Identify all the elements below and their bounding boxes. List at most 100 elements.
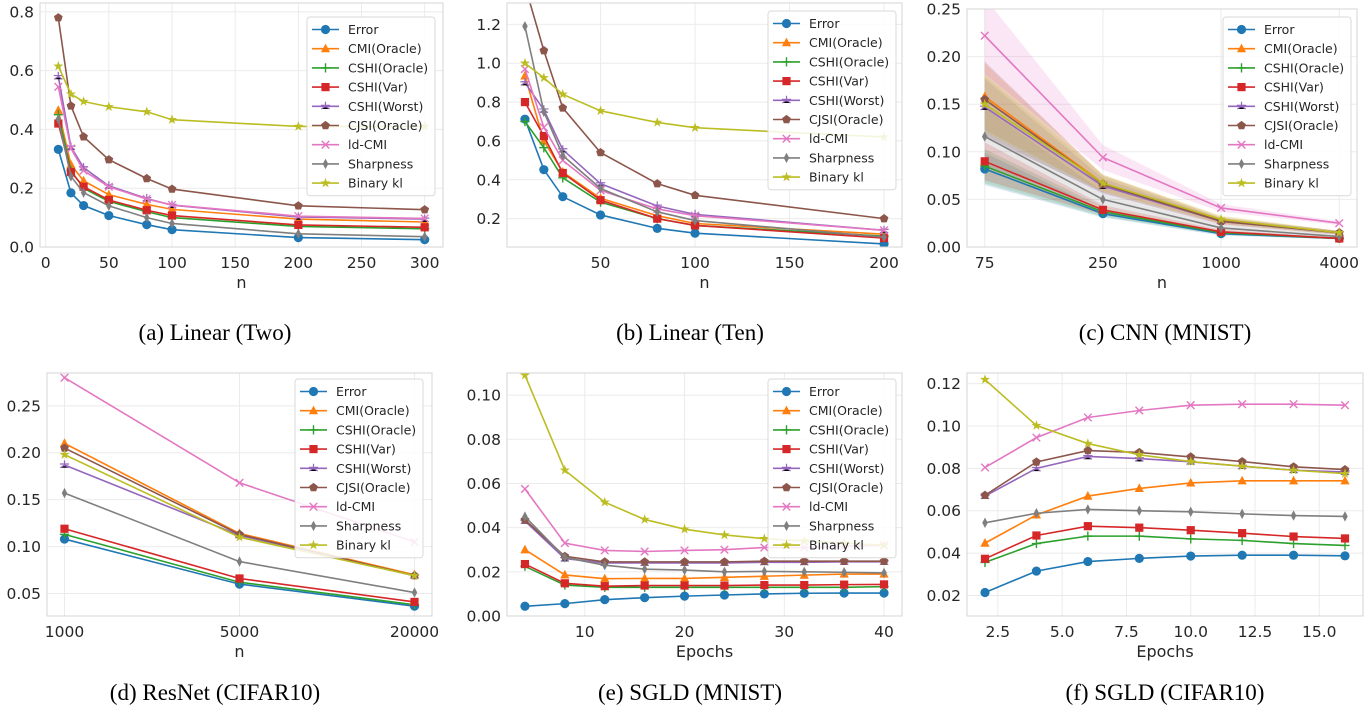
data-point (1186, 551, 1196, 561)
series-sharpness (55, 113, 428, 242)
legend-marker-icon (320, 63, 331, 73)
data-point (104, 210, 114, 221)
legend-item: CSHI(Var) (773, 74, 869, 89)
x-tick-label: 200 (284, 254, 314, 272)
data-point (1033, 508, 1040, 519)
data-point (839, 588, 849, 598)
data-point (759, 556, 769, 565)
legend-item: CSHI(Oracle) (1228, 60, 1344, 75)
legend-item: CSHI(Worst) (300, 461, 411, 476)
data-point (235, 478, 244, 488)
data-point (1238, 529, 1247, 538)
legend: Error CMI(Oracle) CSHI(Oracle) CSHI(Var) CSH… (306, 16, 436, 197)
x-tick-label: 15.0 (1302, 623, 1337, 641)
series-line (524, 516, 885, 574)
data-point (539, 131, 548, 141)
legend-marker-icon (782, 502, 791, 511)
x-tick-label: 250 (1088, 254, 1118, 272)
data-point (681, 564, 688, 576)
y-tick-label: 0.00 (466, 608, 501, 626)
series-ld-cmi (54, 82, 429, 223)
series-line (524, 592, 885, 608)
data-point (541, 106, 547, 117)
data-point (65, 88, 76, 99)
data-point (60, 524, 69, 533)
data-point (1031, 538, 1042, 549)
data-point (78, 200, 89, 211)
data-point (79, 132, 88, 141)
legend-marker-icon (1236, 101, 1247, 110)
data-point (539, 123, 549, 132)
legend-marker-icon (321, 140, 330, 149)
y-tick-label: 0.08 (926, 460, 961, 478)
data-point (596, 147, 605, 157)
data-point (59, 460, 70, 469)
axes-frame (46, 372, 433, 617)
legend-item: CJSI(Oracle) (312, 118, 422, 133)
legend-marker-icon (1236, 43, 1247, 53)
data-point (801, 566, 808, 578)
series-line (984, 403, 1346, 469)
y-tick-label: 0.0 (9, 239, 34, 257)
data-point (1237, 475, 1247, 485)
series-line (57, 86, 425, 220)
data-point (236, 556, 243, 567)
series-cmi-oracle (980, 475, 1350, 547)
series-sharpness (522, 511, 887, 579)
legend-box (767, 378, 897, 559)
legend-label: CSHI(Var) (1264, 80, 1324, 95)
data-point (879, 580, 889, 589)
legend-item: Sharpness (773, 518, 874, 533)
data-point (104, 182, 114, 192)
data-point (1097, 177, 1108, 188)
legend-label: Binary kl (1264, 176, 1319, 191)
data-point (142, 199, 152, 208)
data-point (1134, 406, 1144, 415)
legend-marker-icon (320, 177, 331, 188)
legend-label: ld-CMI (809, 499, 848, 514)
y-tick-label: 0.10 (926, 417, 961, 435)
data-point (558, 192, 568, 202)
data-point (78, 175, 89, 185)
y-tick-label: 0.00 (926, 239, 961, 257)
legend-label: CJSI(Oracle) (809, 480, 883, 495)
legend-label: Sharpness (809, 150, 874, 165)
y-tick-label: 0.2 (476, 210, 501, 228)
y-tick-label: 0.15 (926, 96, 961, 114)
data-point (600, 546, 610, 555)
data-point (1185, 456, 1196, 466)
data-point (640, 593, 650, 603)
data-point (411, 587, 418, 598)
legend-item: CJSI(Oracle) (300, 480, 410, 495)
subfigure-caption: (c) CNN (MNIST) (1079, 320, 1251, 345)
legend-box (294, 378, 424, 559)
data-point (1134, 553, 1144, 563)
series-error (520, 588, 889, 611)
data-point (539, 46, 549, 55)
series-line (524, 565, 885, 589)
legend-item: Sharpness (1228, 156, 1329, 171)
legend-box (767, 10, 897, 191)
legend-marker-icon (782, 445, 791, 454)
data-point (720, 557, 729, 566)
data-point (600, 573, 610, 583)
series-line (984, 480, 1345, 544)
x-tick-label: 5.0 (1050, 623, 1075, 641)
legend-marker-icon (1237, 140, 1246, 149)
data-point (167, 204, 177, 213)
legend-item: CSHI(Worst) (312, 99, 423, 114)
data-point (1082, 438, 1093, 448)
legend-marker-icon (320, 24, 331, 35)
series-line (984, 378, 1346, 475)
series-line (984, 535, 1346, 564)
y-tick-label: 0.05 (6, 585, 41, 603)
data-point (1339, 468, 1351, 478)
y-tick-label: 0.2 (9, 180, 34, 198)
legend-item: Binary kl (312, 176, 403, 191)
legend-label: CSHI(Oracle) (336, 422, 416, 437)
data-point (1288, 464, 1299, 475)
axes-frame (506, 372, 903, 617)
x-axis-label: n (234, 642, 244, 661)
data-point (520, 544, 530, 554)
legend-label: Error (809, 384, 840, 399)
